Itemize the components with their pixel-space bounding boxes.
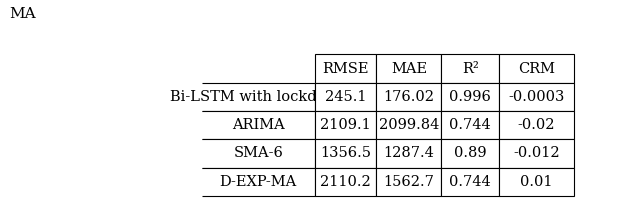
Text: MA: MA xyxy=(10,7,36,21)
